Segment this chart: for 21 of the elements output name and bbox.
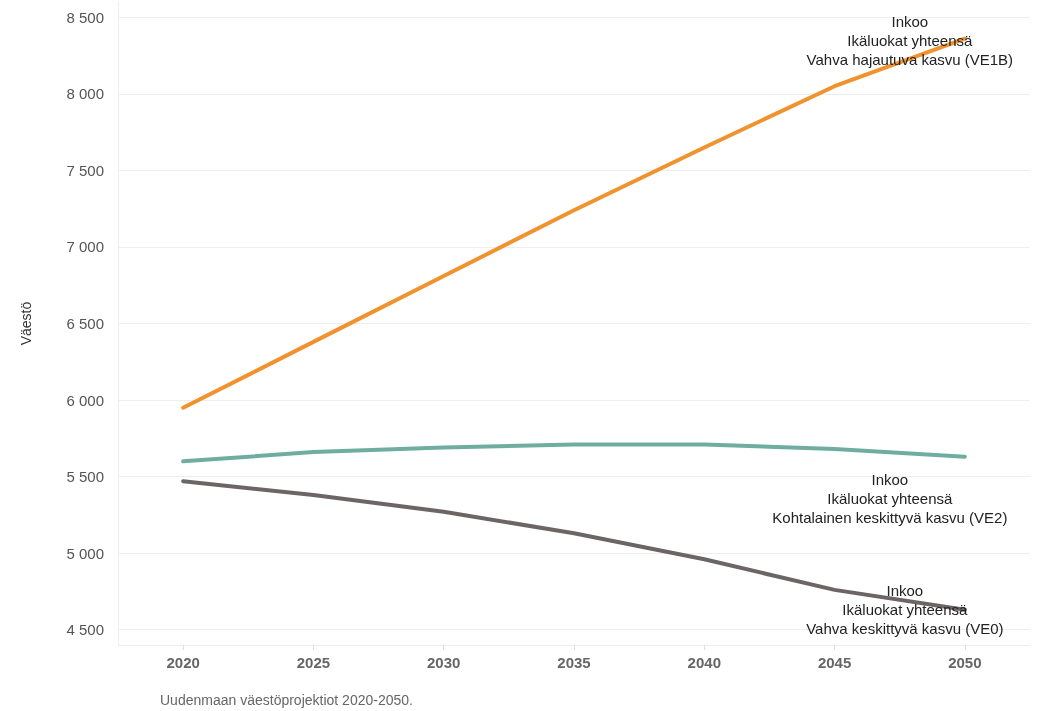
line-series — [181, 442, 967, 464]
y-tick-label: 6 500 — [66, 315, 104, 332]
x-tick-label: 2020 — [166, 654, 200, 671]
y-tick-label: 7 500 — [66, 161, 104, 179]
x-tick-label: 2045 — [817, 654, 852, 671]
x-tick-label: 2030 — [427, 654, 461, 671]
x-tick-label: 2050 — [948, 654, 982, 671]
x-tick-label: 2035 — [557, 654, 591, 671]
y-tick-label: 8 000 — [66, 85, 104, 103]
y-axis-title: Väestö — [18, 301, 34, 346]
y-tick-label: 6 000 — [66, 391, 104, 409]
x-tick-label: 2040 — [687, 654, 721, 671]
y-tick-label: 5 000 — [66, 544, 104, 562]
y-tick-label: 4 500 — [66, 621, 104, 639]
y-tick-label: 7 000 — [66, 238, 104, 256]
series-label: Inkoo Ikäluokat yhteensä Kohtalainen keskittyvä kasvu (VE2) — [772, 471, 1008, 527]
series-label: Inkoo Ikäluokat yhteensä Vahva keskittyvä kasvu (VE0) — [806, 582, 1004, 638]
y-tick-label: 8 500 — [66, 8, 104, 26]
x-tick-label: 2025 — [296, 654, 331, 671]
text: Uudenmaan väestöprojektiot 2020-2050. — [160, 692, 413, 708]
y-tick-label: 5 500 — [66, 468, 104, 486]
